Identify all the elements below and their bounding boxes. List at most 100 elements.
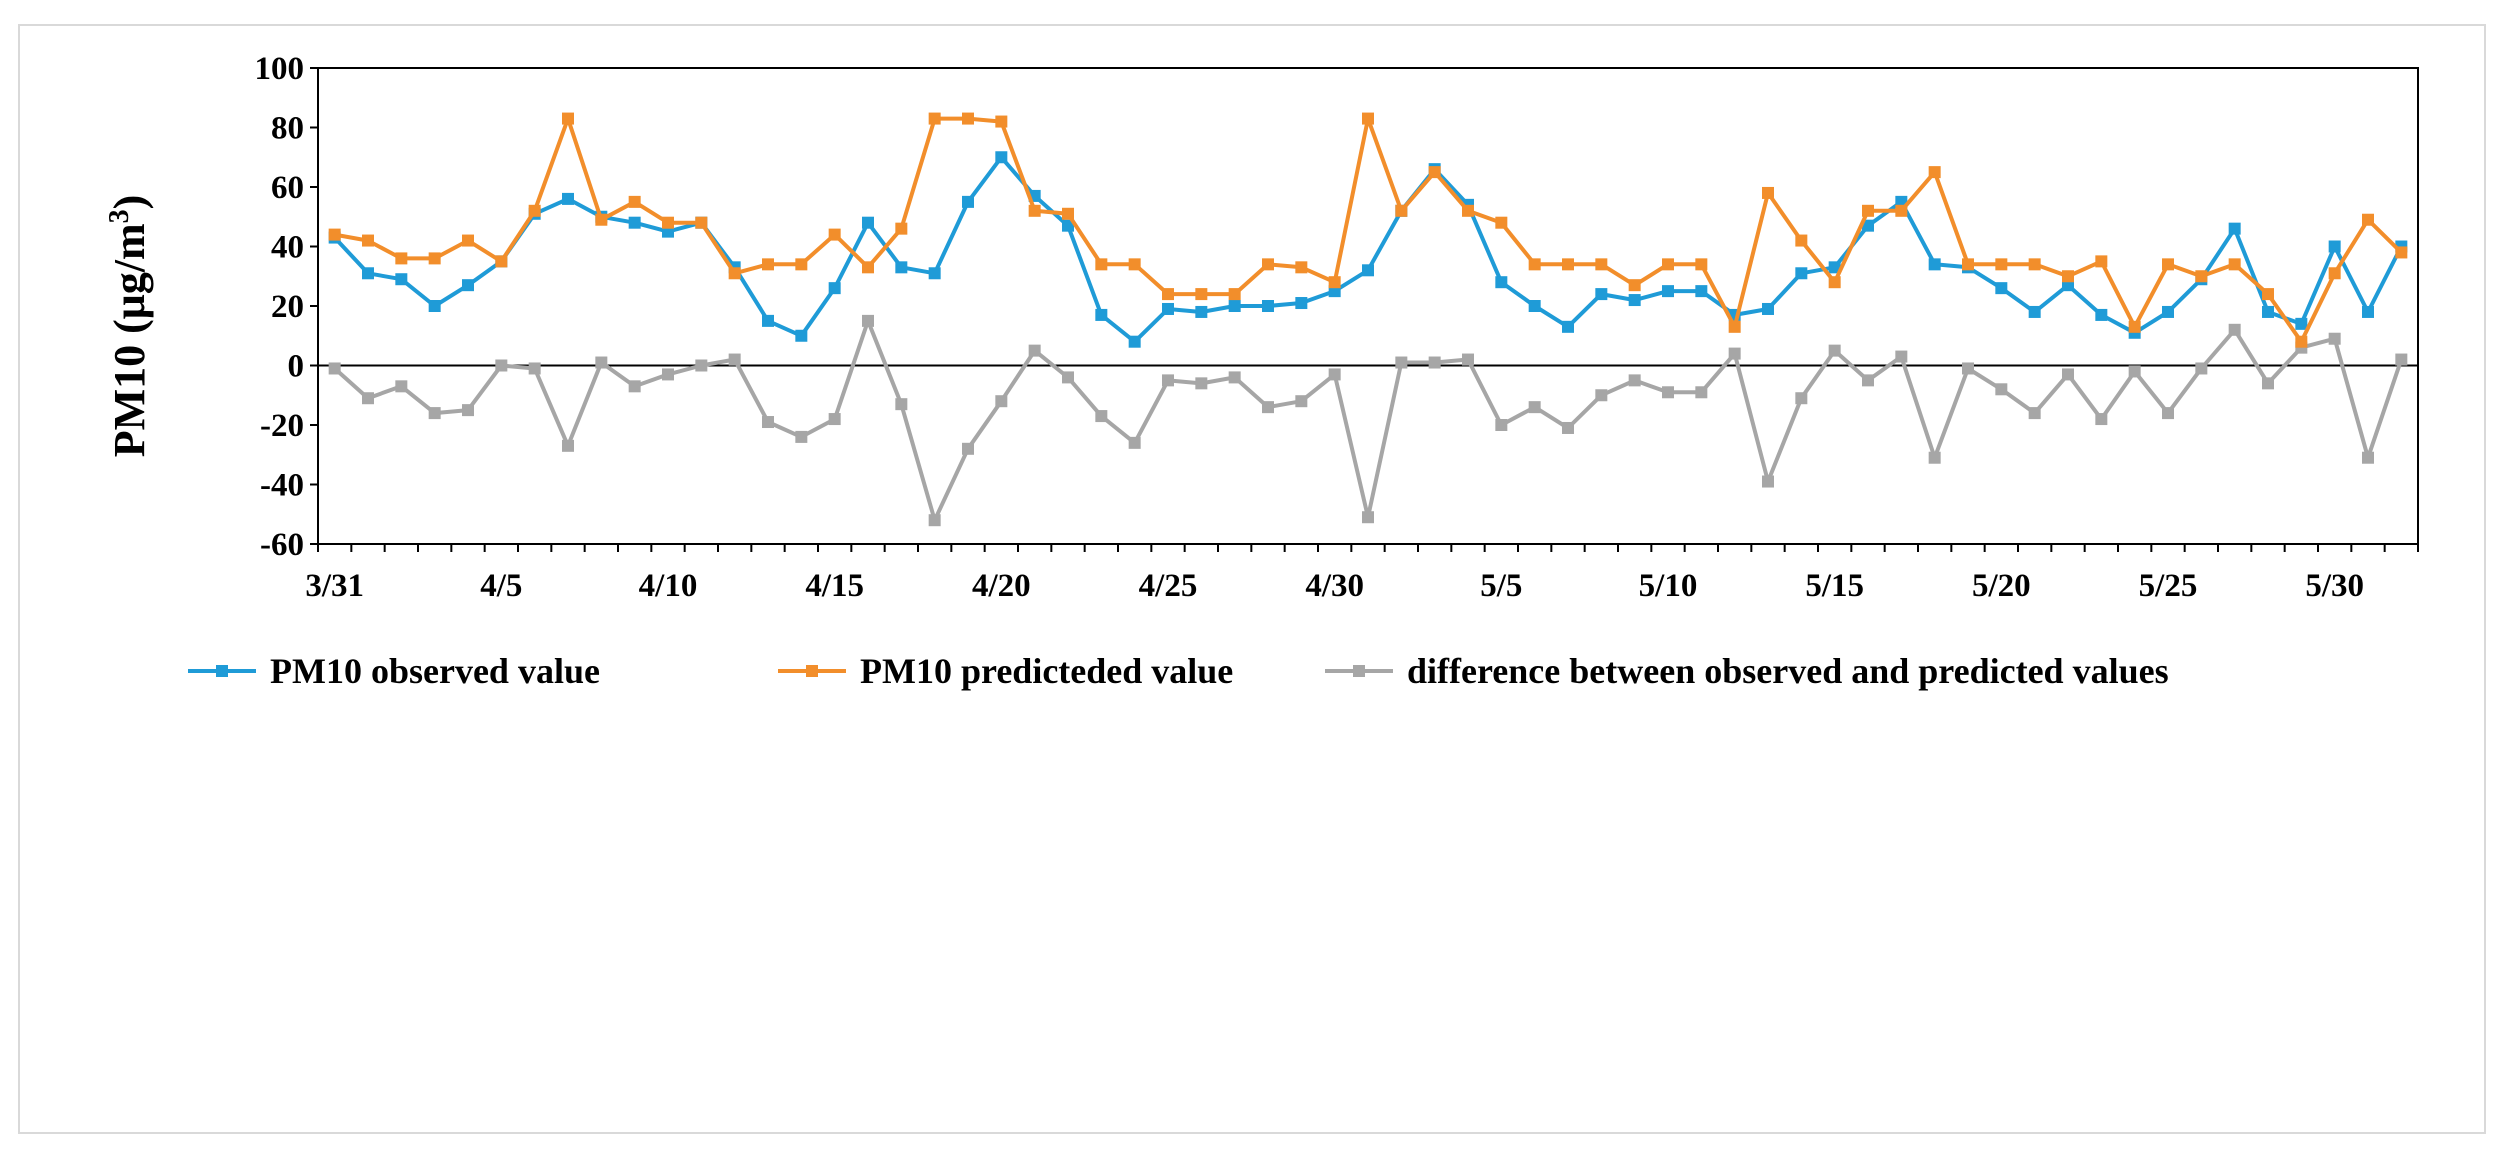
data-point bbox=[1995, 383, 2008, 396]
data-point bbox=[2228, 222, 2241, 235]
data-point bbox=[2262, 305, 2274, 318]
data-point bbox=[1128, 258, 1141, 271]
data-point bbox=[1162, 374, 1174, 387]
data-point bbox=[1528, 300, 1541, 312]
y-tick-label: 60 bbox=[271, 170, 304, 206]
data-point bbox=[1828, 276, 1841, 289]
data-point bbox=[1695, 285, 1708, 298]
series-2 bbox=[328, 314, 2408, 527]
legend-marker bbox=[806, 665, 818, 677]
data-point bbox=[395, 252, 408, 265]
data-point bbox=[2328, 332, 2341, 345]
data-point bbox=[1795, 267, 1808, 280]
data-point bbox=[628, 380, 641, 393]
data-point bbox=[2362, 305, 2374, 318]
data-point bbox=[1895, 350, 1908, 363]
y-tick-label: -60 bbox=[260, 527, 304, 563]
data-point bbox=[495, 359, 508, 372]
data-point bbox=[1995, 258, 2008, 271]
data-point bbox=[1562, 258, 1574, 271]
data-point bbox=[562, 439, 574, 452]
data-point bbox=[1195, 377, 1208, 390]
data-point bbox=[1228, 288, 1241, 301]
data-point bbox=[728, 267, 741, 280]
data-point bbox=[462, 279, 474, 292]
data-point bbox=[2062, 270, 2074, 283]
data-point bbox=[2028, 258, 2041, 271]
data-point bbox=[1495, 216, 1508, 229]
data-point bbox=[462, 404, 474, 417]
data-point bbox=[828, 282, 841, 295]
data-point bbox=[862, 314, 874, 327]
data-point bbox=[962, 195, 974, 208]
data-point bbox=[362, 392, 374, 405]
data-point bbox=[1528, 258, 1541, 271]
data-point bbox=[2328, 240, 2341, 253]
data-point bbox=[1262, 300, 1274, 312]
data-point bbox=[695, 216, 708, 229]
legend-label: PM10 observed value bbox=[270, 651, 600, 691]
data-point bbox=[995, 151, 1008, 164]
data-point bbox=[1062, 371, 1074, 384]
data-point bbox=[762, 258, 774, 271]
data-point bbox=[895, 398, 908, 411]
data-point bbox=[1762, 475, 1774, 488]
legend-item: PM10 predicteded value bbox=[778, 651, 1233, 691]
legend-label: difference between observed and predicte… bbox=[1407, 651, 2169, 691]
data-point bbox=[962, 112, 974, 125]
y-axis-label: PM10 (μg/m3) bbox=[104, 195, 154, 458]
data-point bbox=[928, 514, 941, 527]
data-point bbox=[795, 430, 808, 443]
data-point bbox=[1595, 258, 1608, 271]
data-point bbox=[2162, 305, 2174, 318]
data-point bbox=[2262, 288, 2274, 301]
data-point bbox=[962, 442, 974, 455]
legend-marker bbox=[216, 665, 228, 677]
data-point bbox=[1495, 276, 1508, 289]
data-point bbox=[1928, 258, 1941, 271]
legend-label: PM10 predicteded value bbox=[860, 651, 1233, 691]
data-point bbox=[2095, 255, 2108, 268]
data-point bbox=[2095, 308, 2108, 321]
y-axis-label-close: ) bbox=[105, 195, 154, 210]
y-tick-label: 20 bbox=[271, 289, 304, 325]
data-point bbox=[2328, 267, 2341, 280]
chart-container: -60 -40 -20 0 20 40 60 80 100 3/31 4/5 4/10 4/15 4/20… bbox=[18, 24, 2486, 1134]
data-point bbox=[1395, 356, 1408, 369]
data-point bbox=[1095, 410, 1108, 423]
y-tick-label: 80 bbox=[271, 111, 304, 147]
data-point bbox=[662, 216, 674, 229]
data-point bbox=[1995, 282, 2008, 295]
data-point bbox=[1562, 320, 1574, 333]
chart-svg: -60 -40 -20 0 20 40 60 80 100 3/31 4/5 4/10 4/15 4/20… bbox=[104, 51, 2419, 691]
data-point bbox=[1795, 392, 1808, 405]
data-point bbox=[562, 112, 574, 125]
data-point bbox=[1228, 300, 1241, 312]
data-point bbox=[662, 368, 674, 381]
data-point bbox=[1695, 386, 1708, 399]
plot-frame bbox=[317, 67, 2419, 545]
data-point bbox=[395, 380, 408, 393]
data-point bbox=[795, 258, 808, 271]
data-point bbox=[1095, 258, 1108, 271]
data-point bbox=[2295, 317, 2308, 330]
y-axis-label-sup: 3 bbox=[104, 209, 135, 223]
data-point bbox=[1595, 389, 1608, 402]
data-point bbox=[2162, 258, 2174, 271]
data-point bbox=[1162, 302, 1174, 315]
data-point bbox=[1062, 207, 1074, 220]
data-point bbox=[395, 273, 408, 286]
data-point bbox=[1162, 288, 1174, 301]
data-point bbox=[1128, 436, 1141, 449]
axes-layer: -60 -40 -20 0 20 40 60 80 100 3/31 4/5 4/10 4/15 4/20… bbox=[104, 51, 2419, 604]
legend-item: difference between observed and predicte… bbox=[1325, 651, 2169, 691]
data-point bbox=[795, 329, 808, 342]
data-point bbox=[928, 112, 941, 125]
data-point bbox=[1228, 371, 1241, 384]
data-point bbox=[1028, 344, 1041, 357]
x-tick-label: 4/5 bbox=[480, 568, 522, 604]
data-point bbox=[928, 267, 941, 280]
data-point bbox=[995, 395, 1008, 408]
data-point bbox=[528, 362, 541, 375]
series-line bbox=[333, 155, 2404, 344]
